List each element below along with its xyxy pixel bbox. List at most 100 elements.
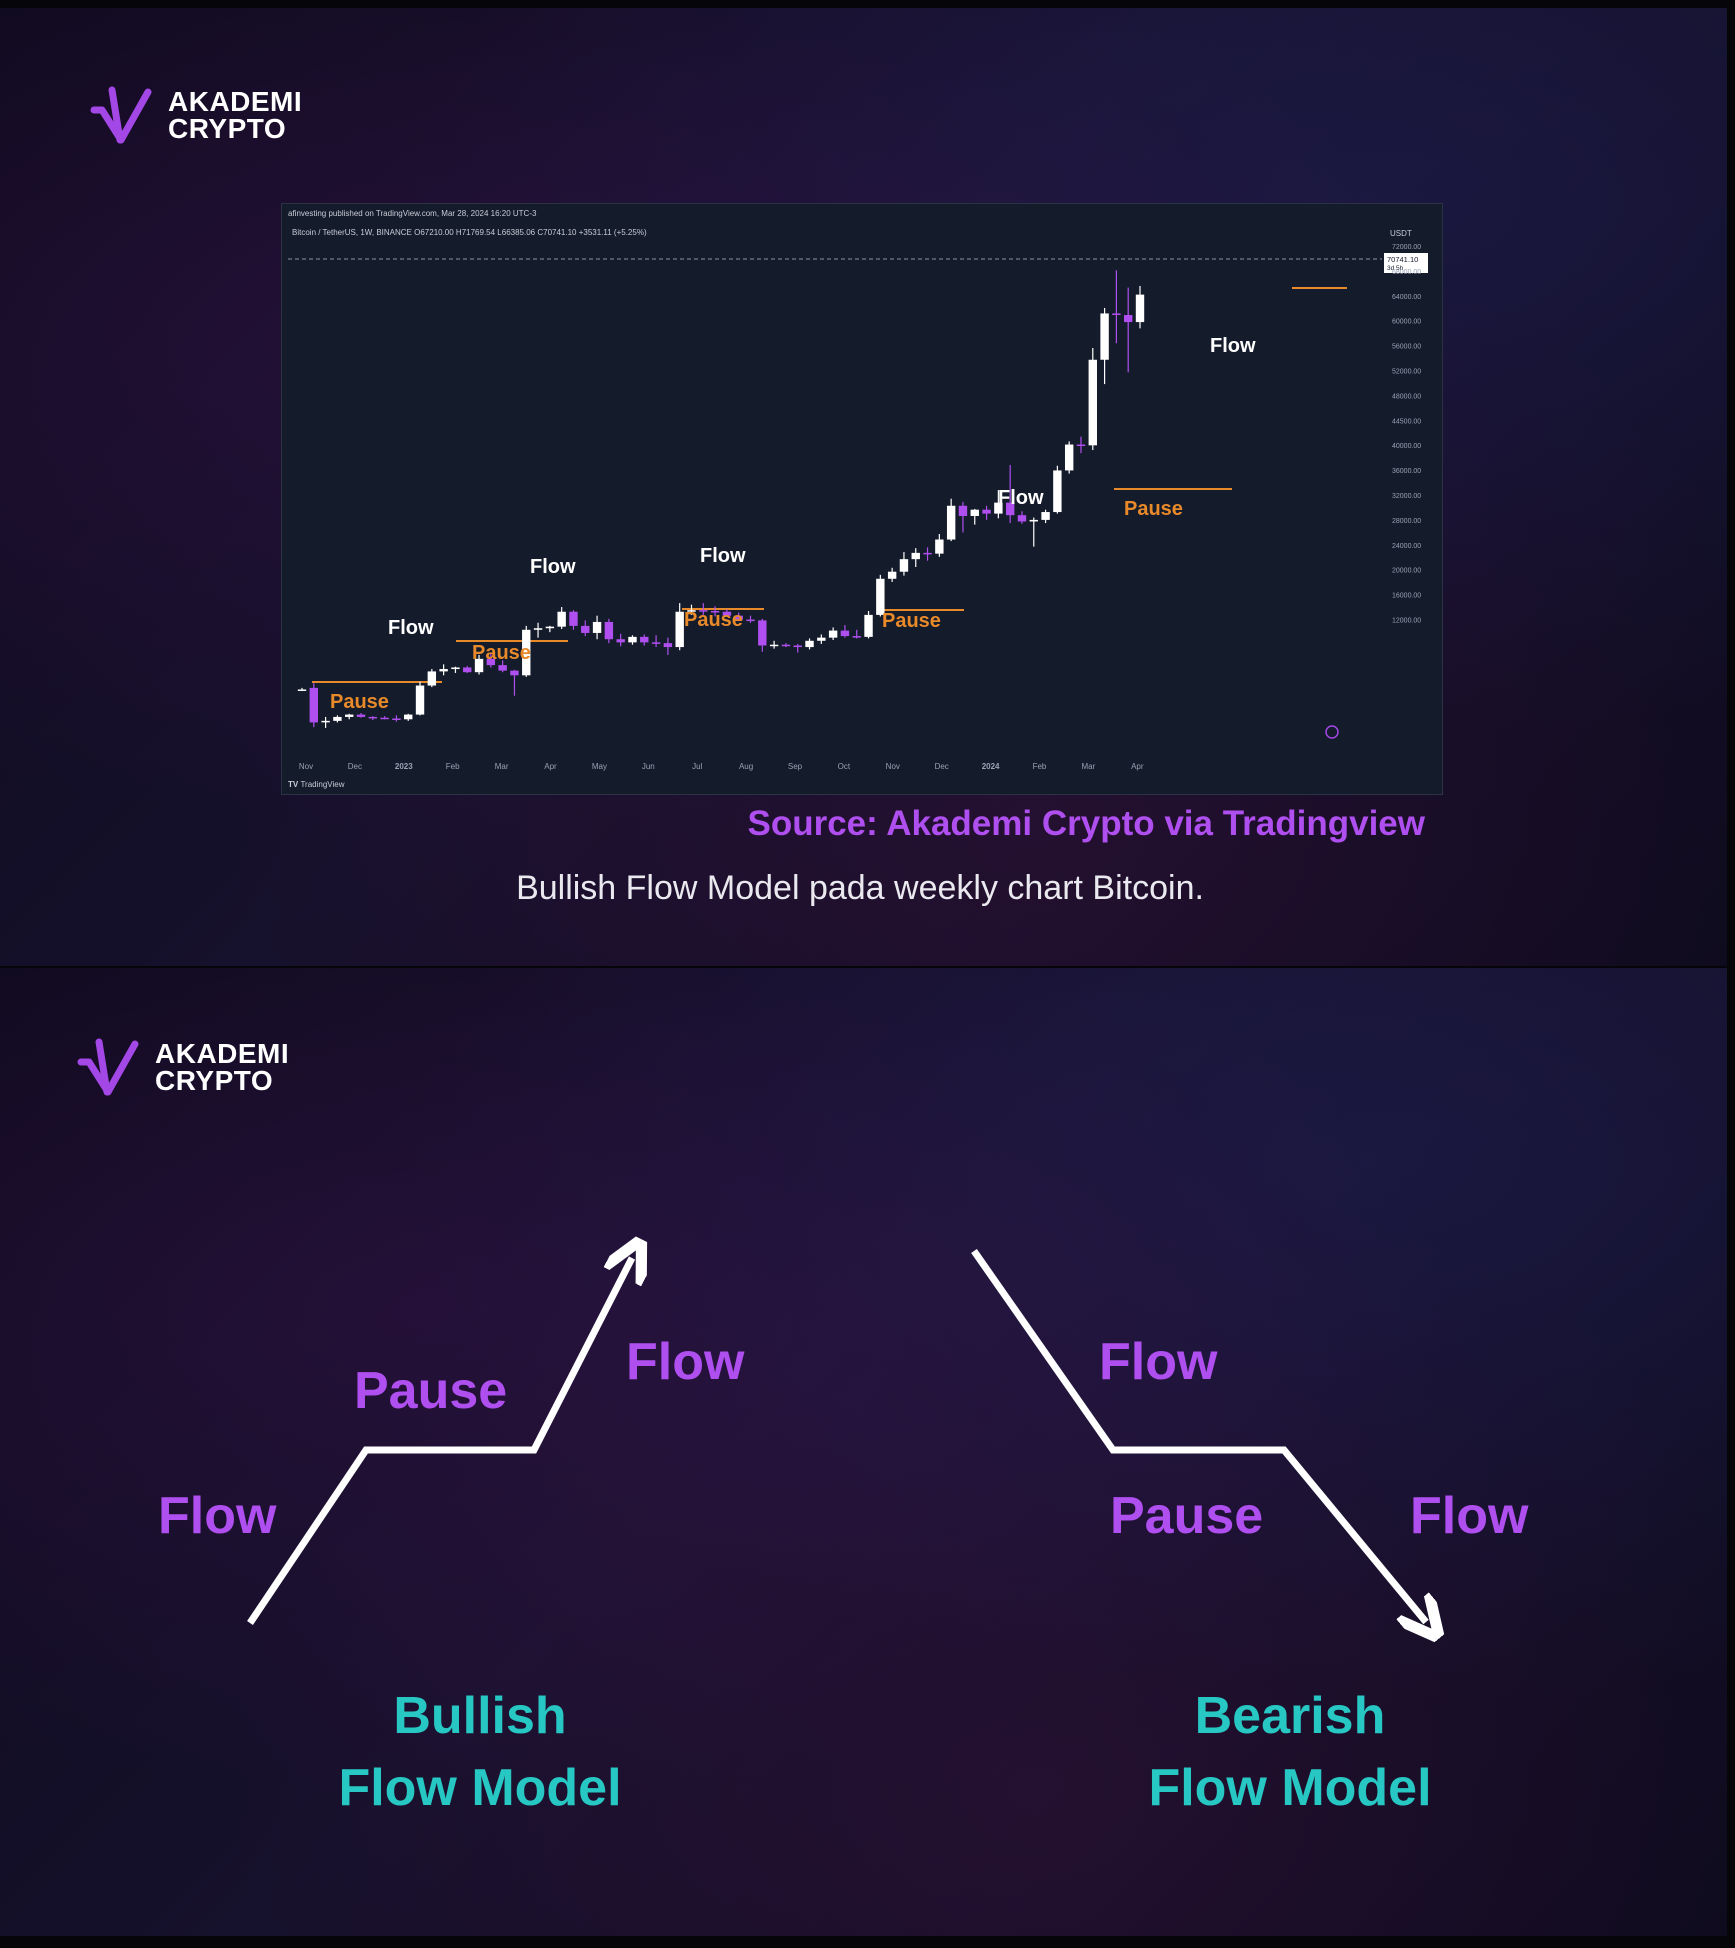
x-tick-label: Dec: [935, 762, 949, 771]
candle-body: [321, 720, 330, 723]
candle-body: [474, 658, 484, 673]
akademi-logo-icon-2: [77, 1038, 139, 1096]
y-tick-label: 32000.00: [1392, 493, 1421, 500]
bearish-model-title: Bearish Flow Model: [1130, 1680, 1450, 1824]
bearish-arrow: [971, 1248, 1426, 1622]
y-tick-label: 56000.00: [1392, 344, 1421, 351]
y-tick-label: 12000.00: [1392, 618, 1421, 625]
candle-body: [817, 637, 826, 641]
candle-body: [958, 505, 968, 516]
flow-arrows: [247, 968, 1727, 1936]
bullish-pause-label: Pause: [354, 1362, 508, 1420]
candle-body: [604, 621, 614, 640]
x-tick-label: Aug: [739, 762, 753, 771]
bullish-title-line1: Bullish: [393, 1687, 567, 1745]
candle-body: [710, 610, 720, 613]
y-tick-label: 40000.00: [1392, 443, 1421, 450]
candle-body: [498, 665, 507, 671]
candle-body: [545, 626, 555, 629]
x-tick-label: Mar: [1082, 762, 1096, 771]
candle-body: [864, 614, 873, 637]
bearish-pause-label: Pause: [1110, 1487, 1264, 1545]
candle-body: [970, 509, 979, 516]
price-tag-countdown: 3d 5h: [1387, 265, 1404, 272]
candle-body: [404, 714, 413, 720]
candle-body: [1112, 313, 1121, 316]
candle-body: [581, 625, 590, 633]
candle-body: [1029, 519, 1038, 522]
chart-caption: Bullish Flow Model pada weekly chart Bit…: [516, 869, 1204, 907]
candle-body: [675, 611, 684, 648]
y-tick-label: 52000.00: [1392, 369, 1421, 376]
candle-body: [522, 629, 531, 676]
candle-body: [1135, 294, 1145, 323]
candle-body: [1053, 470, 1062, 513]
x-axis: Nov Dec 2023 Feb Mar Apr May Jun Jul Aug Sep Oct Nov…: [299, 762, 1144, 771]
annot-flow-5: Flow: [1210, 335, 1256, 357]
y-tick-label: 48000.00: [1392, 393, 1421, 400]
published-note: afinvesting published on TradingView.com…: [288, 209, 537, 218]
candle-body: [439, 669, 448, 672]
candle-body: [746, 619, 755, 622]
brand-logo-2: AKADEMI CRYPTO: [77, 1038, 289, 1096]
brand-name: AKADEMI CRYPTO: [168, 88, 302, 144]
x-tick-label: Apr: [544, 762, 557, 771]
y-tick-label: 16000.00: [1392, 593, 1421, 600]
candle-body: [699, 610, 708, 612]
symbol-info: Bitcoin / TetherUS, 1W, BINANCE O67210.0…: [292, 228, 647, 237]
tradingview-chart: afinvesting published on TradingView.com…: [281, 203, 1443, 795]
candle-body: [923, 552, 932, 555]
pause-lines: [312, 287, 1347, 683]
candle-body: [982, 509, 991, 514]
candle-body: [486, 658, 496, 666]
x-tick-label: Jun: [642, 762, 655, 771]
x-tick-label: Feb: [446, 762, 460, 771]
price-tag: [1384, 253, 1428, 273]
y-tick-label: 60000.00: [1392, 319, 1421, 326]
candle-body: [640, 636, 649, 643]
annot-pause-2: Pause: [472, 642, 531, 664]
candle-body: [828, 630, 838, 638]
candle-body: [935, 539, 944, 554]
candle-body: [1005, 502, 1015, 516]
price-tag-value: 70741.10: [1387, 255, 1418, 264]
candle-body: [651, 642, 661, 644]
x-tick-label: Feb: [1033, 762, 1047, 771]
bearish-flow-2-label: Flow: [1410, 1487, 1529, 1545]
y-tick-label: 20000.00: [1392, 568, 1421, 575]
candle-body: [1123, 315, 1133, 323]
annot-flow-4: Flow: [998, 487, 1044, 509]
candle-body: [368, 716, 378, 719]
candle-body: [592, 621, 602, 633]
candle-body: [415, 685, 425, 715]
x-tick-label: 2023: [395, 762, 413, 771]
candle-body: [793, 645, 802, 648]
brand-line2-2: CRYPTO: [155, 1065, 274, 1096]
candle-body: [663, 643, 673, 648]
bullish-flow-1-label: Flow: [158, 1487, 277, 1545]
bullish-arrow: [247, 1258, 632, 1625]
candle-body: [899, 559, 909, 572]
bearish-title-line2: Flow Model: [1148, 1759, 1432, 1817]
candle-body: [309, 687, 319, 723]
candle-body: [769, 644, 779, 647]
x-tick-label: Dec: [348, 762, 362, 771]
candle-body: [297, 689, 307, 691]
brand-line1-2: AKADEMI: [155, 1038, 290, 1069]
x-tick-label: Mar: [495, 762, 509, 771]
y-tick-label: 28000.00: [1392, 518, 1421, 525]
candle-body: [510, 670, 519, 676]
bullish-title-line2: Flow Model: [338, 1759, 622, 1817]
candle-body: [628, 636, 637, 643]
candle-body: [1076, 444, 1086, 447]
candle-body: [1088, 359, 1097, 446]
candle-body: [994, 502, 1003, 514]
chart-panel: AKADEMI CRYPTO afinvesting published on …: [0, 8, 1727, 966]
candle-body: [734, 615, 743, 620]
flow-model-panel: AKADEMI CRYPTO Flow Pause Flow Bullish F…: [0, 968, 1727, 1936]
brand-line2: CRYPTO: [168, 113, 287, 144]
akademi-logo-icon: [90, 86, 152, 144]
candle-body: [333, 716, 342, 721]
x-tick-label: Apr: [1131, 762, 1144, 771]
candle-body: [911, 552, 920, 560]
